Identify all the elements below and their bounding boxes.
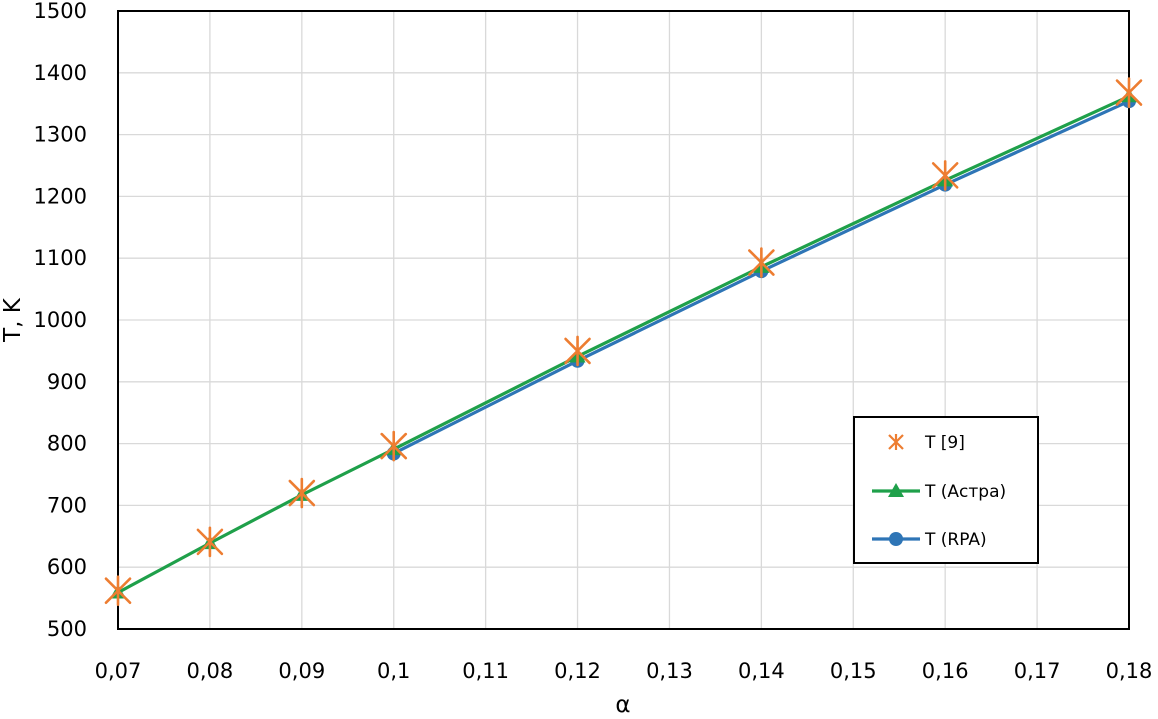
circle-marker — [889, 532, 903, 546]
markers — [104, 77, 1143, 606]
asterisk-marker — [564, 335, 591, 367]
y-tick-label: 1500 — [34, 0, 87, 23]
y-tick-label: 500 — [47, 617, 87, 641]
legend-label: T (RPA) — [924, 530, 987, 550]
triangle-marker — [888, 483, 904, 497]
asterisk-marker — [380, 430, 408, 462]
x-tick-label: 0,07 — [95, 659, 142, 683]
y-tick-label: 900 — [47, 370, 87, 394]
legend-item: T (RPA) — [872, 530, 987, 550]
y-tick-label: 1400 — [34, 61, 87, 85]
axes: 0,07 0,08 0,09 0,1 0,11 0,12 0,13 0,14 0,15 0,16 0… — [34, 0, 1153, 683]
y-tick-label: 800 — [47, 432, 87, 456]
legend-label: T (Астра) — [924, 482, 1006, 502]
x-tick-label: 0,13 — [646, 659, 693, 683]
asterisk-marker — [748, 247, 775, 278]
x-tick-label: 0,17 — [1014, 659, 1061, 683]
x-tick-label: 0,1 — [377, 659, 410, 683]
asterisk-marker — [196, 526, 224, 558]
series-line — [117, 94, 1130, 594]
x-tick-label: 0,11 — [462, 659, 509, 683]
x-tick-label: 0,09 — [278, 659, 325, 683]
x-tick-label: 0,14 — [738, 659, 785, 683]
asterisk-marker — [1115, 77, 1143, 108]
legend-label: T [9] — [924, 433, 965, 453]
x-tick-label: 0,18 — [1106, 659, 1153, 683]
x-tick-label: 0,08 — [187, 659, 234, 683]
asterisk-marker — [288, 477, 316, 509]
x-tick-label: 0,16 — [922, 659, 969, 683]
x-tick-label: 0,15 — [830, 659, 877, 683]
asterisk-marker — [931, 160, 959, 191]
legend-item: T (Астра) — [872, 482, 1006, 502]
y-tick-label: 600 — [47, 555, 87, 579]
y-tick-label: 1100 — [34, 246, 87, 270]
x-tick-label: 0,12 — [554, 659, 601, 683]
asterisk-marker — [888, 434, 904, 450]
x-axis-title: α — [615, 692, 630, 714]
y-axis-title: T, K — [0, 297, 26, 343]
y-tick-label: 1200 — [34, 184, 87, 208]
y-tick-label: 1300 — [34, 123, 87, 147]
legend-item: T [9] — [888, 433, 965, 453]
y-tick-label: 700 — [47, 493, 87, 517]
y-tick-label: 1000 — [34, 308, 87, 332]
legend: T [9] T (Астра) T (RPA) — [853, 416, 1039, 564]
asterisk-marker — [104, 575, 132, 606]
plot-frame — [117, 10, 1130, 630]
